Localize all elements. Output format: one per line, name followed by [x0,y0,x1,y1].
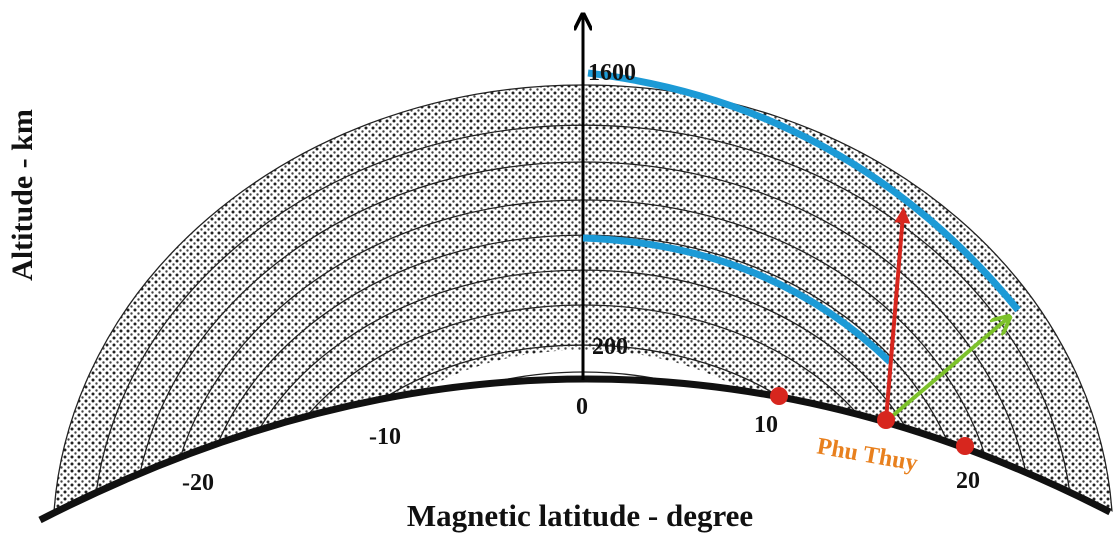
station-dot [956,437,974,455]
y-axis-label: Altitude - km [6,109,39,281]
latitude-label: -20 [182,470,214,496]
blue-line-inner [582,234,893,365]
station-dot [770,387,788,405]
latitude-label: 0 [576,394,588,420]
earth-surface [38,375,1112,524]
station-dot [877,411,895,429]
latitude-label: 20 [956,468,980,494]
latitude-label: 10 [754,412,778,438]
station-label: Phu Thuy [815,433,920,476]
altitude-label: 1600 [588,60,636,86]
altitude-label: 200 [592,334,628,360]
blue-line-outer [587,69,1021,313]
green-arrow [888,318,1008,420]
x-axis-label: Magnetic latitude - degree [407,498,753,533]
latitude-label: -10 [369,424,401,450]
red-arrow [884,207,911,421]
